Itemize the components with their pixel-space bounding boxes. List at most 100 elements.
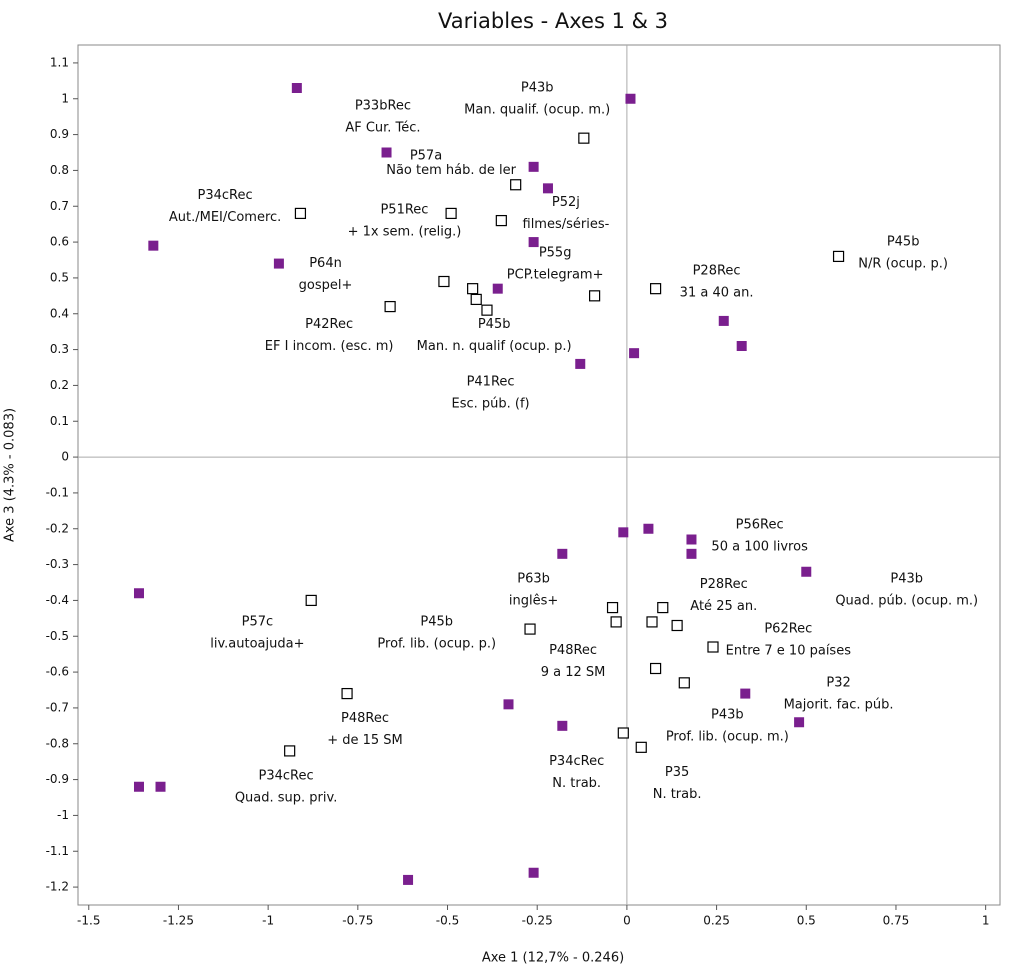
point-label: Quad. sup. priv. xyxy=(235,791,338,806)
point xyxy=(384,300,396,313)
point xyxy=(403,874,414,885)
x-tick-label: -1.25 xyxy=(163,914,194,928)
point-label: P48Rec xyxy=(549,643,597,658)
point xyxy=(528,161,539,172)
y-tick-label: -0.1 xyxy=(46,485,69,499)
point xyxy=(740,688,751,699)
point-label: + de 15 SM xyxy=(327,733,403,748)
point-label: P64n xyxy=(309,256,342,271)
y-tick-label: -0.9 xyxy=(46,772,69,786)
point xyxy=(589,290,601,302)
point xyxy=(557,548,568,559)
y-tick-label: -0.4 xyxy=(46,593,69,607)
y-tick-label: -0.8 xyxy=(46,736,69,750)
point xyxy=(646,616,658,628)
point-label: 9 a 12 SM xyxy=(541,665,606,680)
point xyxy=(575,358,586,369)
point-label: P32 xyxy=(826,675,850,690)
point xyxy=(481,304,493,316)
y-tick-label: -0.5 xyxy=(46,629,69,643)
point-label: Esc. púb. (f) xyxy=(451,396,529,411)
point xyxy=(678,677,690,689)
point-label: EF I incom. (esc. m) xyxy=(265,339,394,354)
point-label: P43b xyxy=(890,571,923,586)
y-tick-label: 0.9 xyxy=(50,127,69,141)
y-tick-label: 0.3 xyxy=(50,342,69,356)
point xyxy=(445,207,457,220)
y-tick-label: 1.1 xyxy=(50,55,69,69)
y-tick-label: 0.4 xyxy=(50,306,69,320)
point-label: Man. n. qualif (ocup. p.) xyxy=(417,339,572,354)
point-label: P43b xyxy=(711,708,744,723)
x-tick-label: -1.5 xyxy=(77,914,100,928)
point-label: P42Rec xyxy=(305,317,353,332)
point-label: 50 a 100 livros xyxy=(711,540,808,555)
point xyxy=(801,566,812,577)
point xyxy=(657,601,669,614)
point-label: P34cRec xyxy=(198,188,253,203)
y-tick-label: 1 xyxy=(61,91,69,105)
point-label: P63b xyxy=(517,571,550,586)
point xyxy=(635,741,647,753)
y-tick-label: 0.7 xyxy=(50,199,69,213)
point xyxy=(273,258,284,269)
point xyxy=(832,250,845,263)
point xyxy=(155,781,166,792)
y-axis-label: Axe 3 (4.3% - 0.083) xyxy=(3,408,18,542)
point xyxy=(133,588,144,599)
point xyxy=(133,781,144,792)
point-label: P34cRec xyxy=(259,769,314,784)
point xyxy=(578,132,590,144)
point-label: Aut./MEI/Comerc. xyxy=(169,210,281,225)
y-tick-label: 0.6 xyxy=(50,235,69,249)
point-label: P35 xyxy=(665,765,689,780)
x-tick-label: 0 xyxy=(623,914,631,928)
point-label: P33bRec xyxy=(355,98,411,113)
point xyxy=(542,183,553,194)
point xyxy=(794,717,805,728)
point-label: P57c xyxy=(242,614,274,629)
point xyxy=(294,207,307,220)
point-label: P43b xyxy=(521,81,554,96)
point-label: P45b xyxy=(478,317,511,332)
y-tick-label: -1.1 xyxy=(46,844,69,858)
point-label: P34cRec xyxy=(549,754,604,769)
point xyxy=(736,341,747,351)
point-label: N/R (ocup. p.) xyxy=(858,257,948,272)
point-label: Man. qualif. (ocup. m.) xyxy=(464,103,610,118)
point-label: P45b xyxy=(420,614,453,629)
point xyxy=(148,240,159,251)
plot-frame xyxy=(77,44,1001,906)
point xyxy=(557,720,568,731)
point xyxy=(291,83,302,93)
y-tick-label: 0.8 xyxy=(50,163,69,177)
point-label: N. trab. xyxy=(653,787,702,802)
point-label: Prof. lib. (ocup. m.) xyxy=(666,730,789,745)
x-tick-label: -0.75 xyxy=(342,914,373,928)
point-label: P28Rec xyxy=(700,577,748,592)
point xyxy=(467,283,479,295)
point-label: P56Rec xyxy=(736,518,784,533)
point xyxy=(528,237,539,248)
point xyxy=(341,687,353,700)
point-label: P52j xyxy=(552,195,580,210)
point xyxy=(610,616,622,628)
point xyxy=(503,699,514,710)
y-tick-label: -0.6 xyxy=(46,665,69,679)
point-label: P51Rec xyxy=(380,202,428,217)
point xyxy=(438,275,450,288)
point xyxy=(528,867,539,878)
point-label: filmes/séries- xyxy=(523,217,610,232)
point xyxy=(686,534,697,545)
point xyxy=(649,283,662,295)
chart-title: Variables - Axes 1 & 3 xyxy=(438,9,668,33)
point-label: P28Rec xyxy=(693,263,741,278)
point-label: N. trab. xyxy=(552,776,601,791)
point xyxy=(495,214,507,227)
point xyxy=(510,179,522,191)
point xyxy=(618,527,629,538)
point-label: P55g xyxy=(539,245,572,260)
point-label: + 1x sem. (relig.) xyxy=(348,224,462,239)
point-label: Prof. lib. (ocup. p.) xyxy=(377,636,496,651)
